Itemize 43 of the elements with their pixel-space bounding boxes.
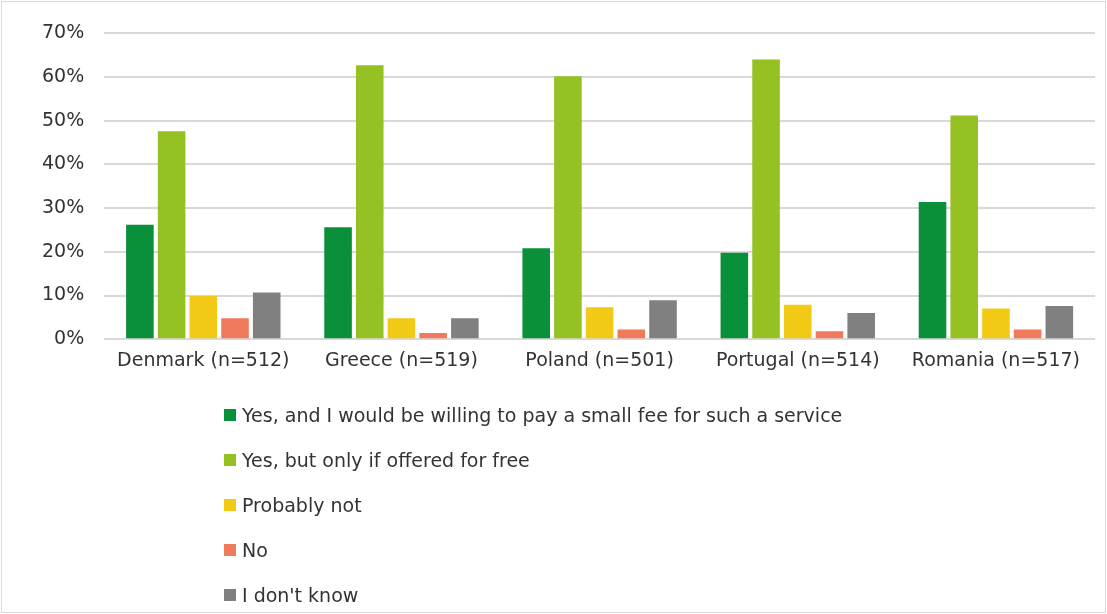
y-tick-label: 20% [42, 238, 85, 261]
bar [252, 292, 281, 339]
bar [649, 300, 677, 339]
bar [950, 115, 979, 339]
y-tick-label: 0% [54, 326, 85, 349]
bar [617, 329, 646, 339]
y-tick-label: 50% [42, 107, 85, 130]
x-tick-label: Poland (n=501) [525, 347, 674, 370]
legend-label: Yes, but only if offered for free [242, 448, 530, 471]
bar [554, 76, 582, 339]
y-tick-label: 40% [42, 151, 85, 174]
bar [387, 318, 416, 339]
bar [752, 59, 780, 339]
y-tick-label: 10% [42, 282, 85, 305]
bar [918, 202, 947, 339]
bar [720, 252, 749, 339]
bar [982, 308, 1010, 339]
bar [157, 131, 186, 339]
x-tick-label: Greece (n=519) [325, 347, 478, 370]
bar [815, 331, 844, 339]
bar [847, 312, 875, 339]
bar [1045, 306, 1074, 339]
bar [585, 307, 614, 339]
bar [324, 227, 352, 339]
bar [126, 224, 154, 339]
bar [783, 304, 812, 339]
y-tick-label: 30% [42, 195, 85, 218]
x-tick-label: Portugal (n=514) [715, 347, 880, 370]
bar [522, 248, 550, 339]
y-tick-label: 60% [42, 64, 85, 87]
bar [221, 318, 249, 339]
legend-label: Yes, and I would be willing to pay a small fee for such a service [242, 403, 843, 426]
x-tick-label: Romania (n=517) [911, 347, 1081, 370]
y-tick-label: 70% [42, 20, 85, 43]
bar [1013, 329, 1042, 339]
bar [419, 333, 447, 339]
x-tick-label: Denmark (n=512) [117, 347, 290, 370]
bar [189, 295, 218, 339]
legend-label: Probably not [242, 493, 362, 516]
bar [355, 65, 384, 339]
bar [451, 318, 479, 339]
legend-label: I don't know [242, 583, 359, 606]
legend-label: No [242, 538, 268, 561]
